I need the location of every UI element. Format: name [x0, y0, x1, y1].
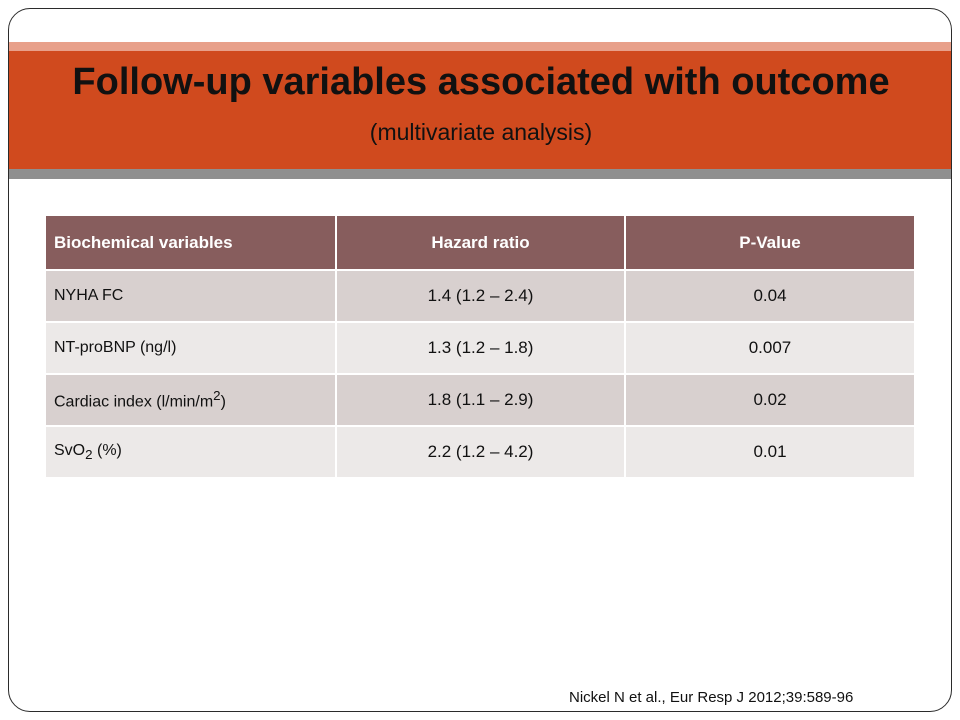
hazard-ratio-cell: 2.2 (1.2 – 4.2) — [336, 426, 626, 479]
header-variable: Biochemical variables — [46, 216, 337, 271]
table-row: SvO2 (%) 2.2 (1.2 – 4.2) 0.01 — [46, 426, 914, 479]
variable-cell: Cardiac index (l/min/m2) — [46, 374, 337, 427]
hazard-ratio-cell: 1.4 (1.2 – 2.4) — [336, 270, 626, 323]
title-band — [9, 51, 951, 169]
p-value-cell: 0.04 — [625, 270, 914, 323]
p-value-cell: 0.02 — [625, 374, 914, 427]
table-row: NYHA FC 1.4 (1.2 – 2.4) 0.04 — [46, 270, 914, 323]
header-hazard-ratio: Hazard ratio — [336, 216, 626, 271]
slide: Follow-up variables associated with outc… — [8, 8, 952, 712]
slide-title: Follow-up variables associated with outc… — [72, 61, 890, 103]
header-p-value: P-Value — [625, 216, 914, 271]
variable-cell: NYHA FC — [46, 270, 337, 323]
table-row: Cardiac index (l/min/m2) 1.8 (1.1 – 2.9)… — [46, 374, 914, 427]
title-band-accent — [9, 42, 951, 51]
hazard-ratio-cell: 1.3 (1.2 – 1.8) — [336, 322, 626, 375]
slide-subtitle: (multivariate analysis) — [369, 119, 593, 145]
variable-cell: NT-proBNP (ng/l) — [46, 322, 337, 375]
p-value-cell: 0.007 — [625, 322, 914, 375]
results-table: Biochemical variables Hazard ratio P-Val… — [46, 216, 914, 479]
citation: Nickel N et al., Eur Resp J 2012;39:589-… — [569, 689, 854, 706]
p-value-cell: 0.01 — [625, 426, 914, 479]
title-band-shadow — [9, 169, 951, 179]
variable-cell: SvO2 (%) — [46, 426, 337, 479]
superscript: 2 — [213, 388, 221, 404]
table-header-row: Biochemical variables Hazard ratio P-Val… — [46, 216, 914, 271]
table-row: NT-proBNP (ng/l) 1.3 (1.2 – 1.8) 0.007 — [46, 322, 914, 375]
hazard-ratio-cell: 1.8 (1.1 – 2.9) — [336, 374, 626, 427]
subscript: 2 — [85, 447, 93, 463]
